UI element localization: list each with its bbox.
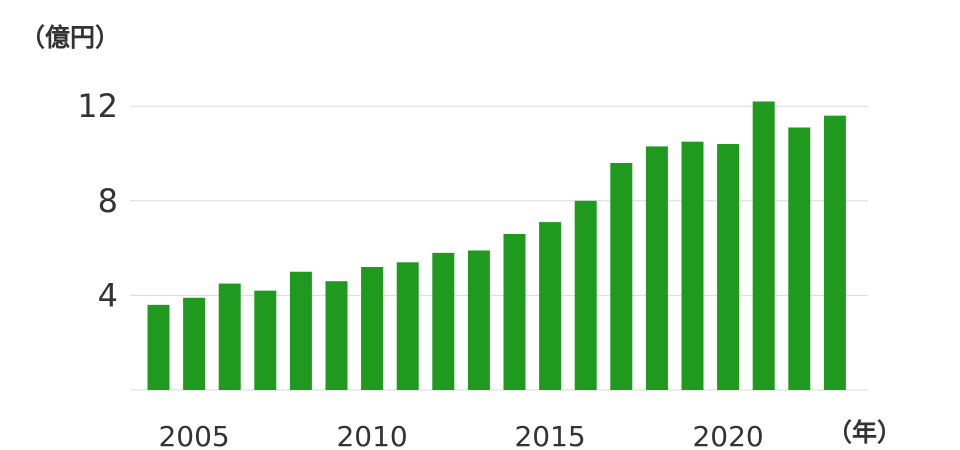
x-tick-label: 2005 xyxy=(158,420,229,450)
bar-2018 xyxy=(645,146,668,390)
bar-2021 xyxy=(752,101,775,390)
bar-2013 xyxy=(467,250,490,390)
bar-2012 xyxy=(432,252,455,390)
bar-2022 xyxy=(788,127,811,391)
x-axis-label: （年） xyxy=(827,418,902,447)
bar-2019 xyxy=(681,141,704,390)
y-axis-label: （億円） xyxy=(20,23,120,52)
bar-2007 xyxy=(254,290,277,390)
bar-2014 xyxy=(503,233,526,390)
gridlines xyxy=(130,105,868,391)
bar-2010 xyxy=(361,267,384,390)
x-tick-label: 2015 xyxy=(514,420,585,450)
bars xyxy=(147,101,846,391)
bar-2004 xyxy=(147,304,170,390)
bar-2011 xyxy=(396,262,419,390)
bar-2017 xyxy=(610,162,633,390)
y-tick-label: 8 xyxy=(98,182,118,220)
x-tick-label: 2020 xyxy=(692,420,763,450)
x-tick-label: 2010 xyxy=(336,420,407,450)
bar-2008 xyxy=(289,271,312,390)
bar-2020 xyxy=(717,144,740,390)
bar-2023 xyxy=(823,115,846,390)
bar-2006 xyxy=(218,283,241,390)
y-tick-label: 4 xyxy=(98,276,118,314)
x-tick-labels: 2005 2010 2015 2020 xyxy=(158,420,763,450)
bar-2009 xyxy=(325,281,348,390)
bar-2016 xyxy=(574,200,597,390)
bar-2015 xyxy=(539,222,562,390)
bar-2005 xyxy=(183,297,206,390)
y-tick-labels: 4 8 12 xyxy=(77,87,118,314)
y-tick-label: 12 xyxy=(77,87,118,125)
